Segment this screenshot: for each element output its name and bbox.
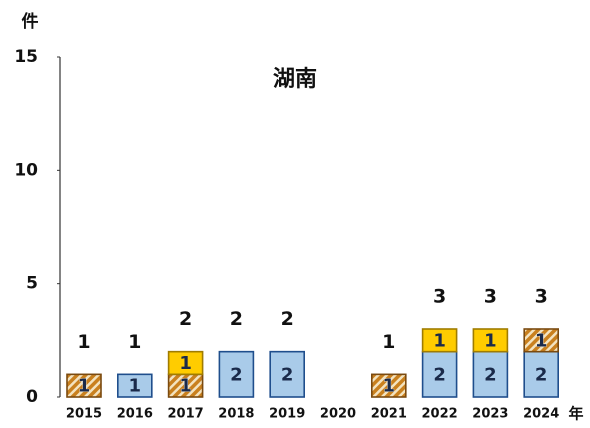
x-tick-label: 2023 xyxy=(472,407,508,422)
x-tick-label: 2017 xyxy=(168,407,204,422)
bar-segment xyxy=(167,350,204,376)
total-label: 3 xyxy=(484,286,497,308)
total-label: 2 xyxy=(281,308,294,330)
x-tick-label: 2018 xyxy=(218,407,254,422)
segment-label: 1 xyxy=(78,376,91,397)
bar-segment xyxy=(370,373,407,398)
y-tick-label: 10 xyxy=(14,160,38,180)
x-tick-label: 2022 xyxy=(422,407,458,422)
segment-label: 2 xyxy=(230,364,243,385)
segment-label: 1 xyxy=(179,376,192,397)
total-label: 3 xyxy=(433,286,446,308)
y-tick-label: 5 xyxy=(26,274,38,294)
bar-segment xyxy=(117,373,153,398)
x-tick-label: 2015 xyxy=(66,407,102,422)
bar-segment xyxy=(218,350,255,398)
segment-label: 1 xyxy=(484,330,497,351)
segment-label: 1 xyxy=(179,353,192,374)
x-tick-label: 2024 xyxy=(523,407,559,422)
segment-label: 1 xyxy=(383,376,396,397)
x-tick-label: 2020 xyxy=(320,407,356,422)
bar-segment xyxy=(421,328,458,353)
segment-label: 2 xyxy=(281,364,294,385)
chart-title: 湖南 xyxy=(273,67,317,92)
bar-segment xyxy=(269,350,306,398)
segment-label: 2 xyxy=(535,364,548,385)
segment-label: 2 xyxy=(433,364,446,385)
y-axis-label: 件 xyxy=(22,11,39,32)
total-label: 1 xyxy=(128,331,141,353)
bar-segment xyxy=(523,350,560,398)
segment-label: 1 xyxy=(129,376,142,397)
y-tick-label: 0 xyxy=(26,387,38,407)
bar-segment xyxy=(472,328,509,353)
segment-label: 1 xyxy=(535,330,548,351)
total-label: 3 xyxy=(535,286,548,308)
y-tick-label: 15 xyxy=(14,47,38,67)
segment-label: 2 xyxy=(484,364,497,385)
bar-segment xyxy=(523,328,560,353)
total-label: 2 xyxy=(179,308,192,330)
bar-segment xyxy=(421,350,458,398)
total-label: 1 xyxy=(382,331,395,353)
x-axis-label: 年 xyxy=(568,405,583,423)
x-tick-label: 2016 xyxy=(117,407,153,422)
segment-label: 1 xyxy=(433,330,446,351)
total-label: 2 xyxy=(230,308,243,330)
total-label: 1 xyxy=(77,331,90,353)
x-tick-label: 2021 xyxy=(371,407,407,422)
bar-segment xyxy=(472,350,509,398)
x-tick-label: 2019 xyxy=(269,407,305,422)
bar-segment xyxy=(66,373,102,398)
